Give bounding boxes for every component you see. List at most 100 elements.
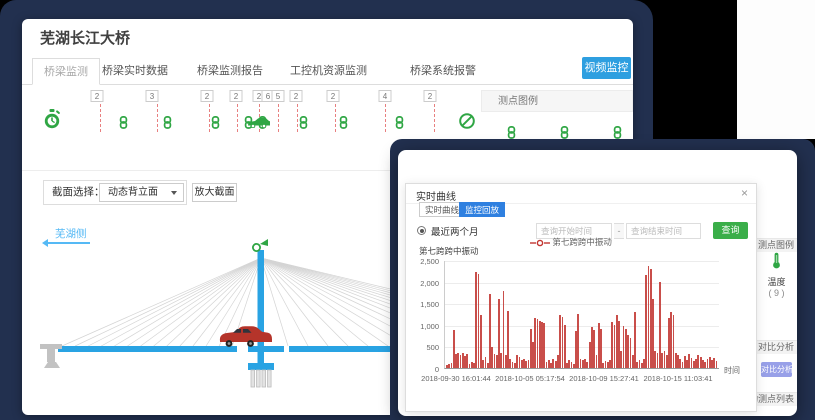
chart-bar bbox=[663, 350, 666, 368]
sensor-count-badge: 2 bbox=[326, 90, 340, 102]
chart-bar bbox=[566, 362, 568, 368]
section-select-dropdown[interactable]: 动态背立面 bbox=[99, 183, 184, 202]
left-arrow-icon bbox=[42, 239, 90, 247]
sensor-count-badge: 5 bbox=[271, 90, 285, 102]
video-monitor-button[interactable]: 视频监控 bbox=[582, 57, 631, 79]
y-tick-label: 1,000 bbox=[420, 321, 439, 331]
chart-bar bbox=[677, 355, 679, 368]
chain-sensor-icon[interactable] bbox=[337, 116, 350, 129]
section-select-label: 截面选择： bbox=[52, 186, 105, 198]
chart-bar bbox=[688, 354, 691, 368]
bridge-cables bbox=[61, 257, 629, 347]
x-tick-label: 2018-10-05 05:17:54 bbox=[495, 374, 565, 383]
chart-bar bbox=[699, 357, 702, 368]
y-tick-label: 0 bbox=[434, 365, 439, 374]
chart-bar bbox=[572, 363, 575, 368]
chart-bar bbox=[611, 321, 614, 368]
x-tick-label: 2018-10-15 11:03:41 bbox=[643, 374, 713, 383]
detail-window: 测点图例 温度 ( 9 ) 对比分析 对比分析 振动测点列表 实时曲线 × 实时… bbox=[398, 150, 797, 416]
chevron-down-icon bbox=[171, 191, 177, 195]
chart-bar bbox=[532, 342, 534, 368]
chart-bar bbox=[457, 352, 460, 368]
chain-sensor-icon[interactable] bbox=[393, 116, 406, 129]
chart-bar bbox=[491, 347, 494, 368]
chart-bar bbox=[581, 360, 584, 368]
tab-1[interactable]: 桥梁监测 bbox=[32, 58, 100, 85]
sensor-count-badge: 4 bbox=[378, 90, 392, 102]
tab-3[interactable]: 桥梁监测报告 bbox=[197, 65, 263, 77]
chart-bar bbox=[638, 360, 641, 368]
chart-bar bbox=[708, 356, 711, 368]
chain-sensor-icon[interactable] bbox=[117, 116, 130, 129]
chart-bar bbox=[527, 360, 530, 368]
thermometer-icon bbox=[756, 252, 797, 274]
chart-bar bbox=[604, 361, 607, 368]
chart-bar bbox=[602, 362, 605, 368]
alarm-dash-line bbox=[297, 104, 298, 132]
chart-bar bbox=[636, 361, 639, 368]
pylon-piles bbox=[250, 369, 272, 388]
bridge-deck bbox=[248, 346, 284, 352]
chain-sensor-icon[interactable] bbox=[209, 116, 222, 129]
tab-5[interactable]: 桥梁系统报警 bbox=[410, 65, 476, 77]
zoom-section-button[interactable]: 放大截面 bbox=[192, 183, 237, 202]
temperature-item[interactable]: 温度 ( 9 ) bbox=[756, 252, 797, 298]
chart-bar bbox=[692, 361, 695, 368]
chart-bar bbox=[618, 320, 620, 368]
compare-analysis-button[interactable]: 对比分析 bbox=[761, 362, 792, 377]
chart-bar bbox=[473, 363, 475, 368]
close-icon[interactable]: × bbox=[740, 186, 748, 200]
chart-bar bbox=[541, 321, 543, 368]
legend-sensor-icon bbox=[558, 126, 571, 139]
chart-bar bbox=[561, 316, 564, 368]
no-entry-icon bbox=[458, 112, 476, 135]
chart-bar bbox=[704, 361, 707, 368]
dialog-tab-2[interactable]: 监控回放 bbox=[459, 202, 506, 217]
chart-bar bbox=[670, 312, 673, 368]
x-tick-label: 2018-10-09 15:27:41 bbox=[569, 374, 639, 383]
alarm-dash-line bbox=[209, 104, 210, 132]
tab-2[interactable]: 桥梁实时数据 bbox=[102, 65, 168, 77]
chart-bar bbox=[609, 360, 611, 368]
recent-two-months-radio[interactable] bbox=[417, 226, 426, 235]
chart-bar bbox=[477, 273, 480, 368]
chart-legend[interactable]: 第七跨跨中振动 bbox=[406, 236, 736, 248]
chart-bar bbox=[545, 361, 548, 368]
query-end-time-input[interactable] bbox=[626, 223, 701, 239]
chart-bar bbox=[711, 359, 713, 368]
chart-bar bbox=[475, 271, 478, 368]
query-start-time-input[interactable] bbox=[536, 223, 612, 239]
chart-bar bbox=[697, 355, 700, 368]
tab-4[interactable]: 工控机资源监测 bbox=[290, 65, 367, 77]
chart-bar bbox=[538, 320, 541, 368]
chart-bar bbox=[627, 335, 630, 368]
chart-bar bbox=[593, 330, 596, 368]
chart-bar bbox=[529, 329, 532, 368]
alarm-dash-line bbox=[385, 104, 386, 132]
chart-bar bbox=[525, 361, 528, 368]
chart-bar bbox=[588, 342, 591, 368]
chart-title: 第七跨跨中振动 bbox=[419, 246, 479, 256]
chart-bar bbox=[450, 362, 453, 368]
section-select-group: 截面选择： 动态背立面 bbox=[43, 180, 187, 205]
chart-bar bbox=[652, 298, 654, 368]
chain-sensor-icon[interactable] bbox=[297, 116, 310, 129]
query-button[interactable]: 查询 bbox=[713, 222, 748, 239]
dialog-header: 实时曲线 × bbox=[406, 184, 756, 204]
chart-bar bbox=[620, 350, 623, 368]
gridline bbox=[445, 261, 719, 262]
chart-bar bbox=[658, 282, 661, 368]
temperature-label: 温度 bbox=[767, 277, 786, 287]
legend-panel-header: 测点图例 bbox=[481, 90, 633, 112]
chart-bar bbox=[482, 360, 485, 368]
gridline bbox=[445, 304, 719, 306]
right-panel-legend-header: 测点图例 bbox=[757, 238, 797, 252]
sensor-count-badge: 2 bbox=[200, 90, 214, 102]
alarm-dash-line bbox=[157, 104, 158, 132]
chain-sensor-icon[interactable] bbox=[161, 116, 174, 129]
chart-bar bbox=[622, 326, 625, 368]
stopwatch-icon bbox=[42, 108, 62, 135]
chart-bar bbox=[557, 355, 559, 368]
